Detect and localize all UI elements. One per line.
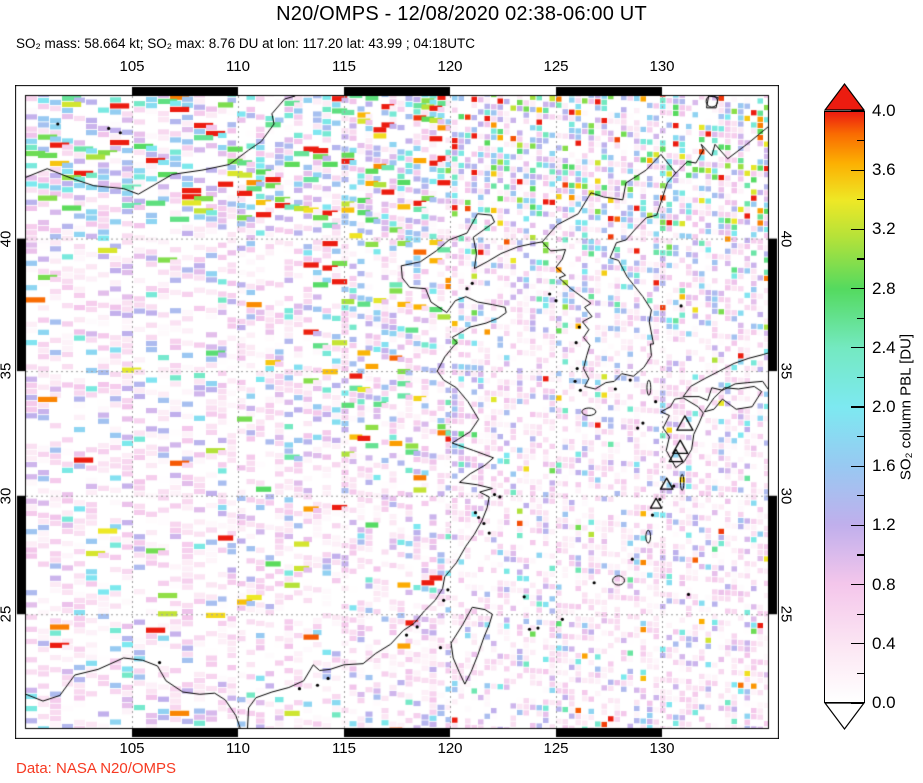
lat-tick-label: 40 [0,230,15,247]
lat-tick-label: 35 [777,362,795,380]
lat-tick-label: 35 [0,362,15,380]
lon-tick-label: 120 [437,740,463,757]
lon-tick-label: 125 [543,740,569,757]
map-canvas [15,85,779,739]
lon-tick-label: 115 [332,58,356,75]
lat-tick-label: 30 [777,487,795,505]
lon-tick-label: 130 [649,58,675,75]
colorbar-major-tick [851,643,864,645]
colorbar-minor-tick [857,613,864,615]
colorbar-minor-tick [857,258,864,260]
lon-tick-label: 105 [119,58,145,75]
lon-tick-label: 120 [437,58,463,75]
colorbar-major-tick [851,465,864,467]
colorbar-minor-tick [857,317,864,319]
colorbar-major-tick [851,702,864,704]
colorbar-minor-tick [857,495,864,497]
colorbar-major-tick [851,110,864,112]
colorbar-tick-label: 1.6 [872,456,896,476]
colorbar-tick-label: 2.8 [872,278,896,298]
colorbar-tick-label: 4.0 [872,101,896,120]
lon-tick-label: 110 [226,58,250,75]
colorbar-minor-tick [857,435,864,438]
colorbar-major-tick [851,406,864,408]
colorbar-minor-tick [857,139,864,142]
data-credit: Data: NASA N20/OMPS [16,760,177,777]
page-subtitle: SO₂ mass: 58.664 kt; SO₂ max: 8.76 DU at… [16,36,475,51]
colorbar-major-tick [851,583,864,586]
colorbar-tick-label: 3.6 [872,160,896,180]
colorbar-minor-tick [857,376,864,379]
lat-tick-label: 40 [777,230,795,247]
lat-tick-label: 25 [777,605,795,623]
colorbar-tick-label: 1.2 [872,515,896,535]
lon-tick-label: 115 [332,740,356,757]
colorbar-title: SO₂ column PBL [DU] [897,333,915,481]
lon-tick-label: 130 [649,740,675,757]
colorbar-minor-tick [857,199,864,201]
colorbar-tick-label: 0.8 [872,574,896,594]
colorbar-major-tick [851,228,864,231]
colorbar-tick-label: 2.4 [872,337,896,357]
lon-tick-label: 105 [119,740,145,757]
colorbar-major-tick [851,287,864,290]
colorbar-tick-label: 2.0 [872,397,896,416]
lat-tick-label: 30 [0,487,15,505]
page-title: N20/OMPS - 12/08/2020 02:38-06:00 UT [276,3,647,25]
colorbar-minor-tick [857,672,864,675]
colorbar-tick-label: 3.2 [872,219,896,239]
colorbar-major-tick [851,169,864,171]
colorbar-minor-tick [857,554,864,556]
lon-tick-label: 125 [543,58,569,75]
colorbar-major-tick [851,347,864,349]
colorbar-underflow-triangle-icon [823,702,866,730]
lat-tick-label: 25 [0,605,15,623]
colorbar-tick-label: 0.0 [872,693,896,712]
colorbar-major-tick [851,524,864,527]
colorbar-tick-label: 0.4 [872,633,896,653]
lon-tick-label: 110 [226,740,250,757]
colorbar-overflow-triangle-icon [823,83,866,111]
